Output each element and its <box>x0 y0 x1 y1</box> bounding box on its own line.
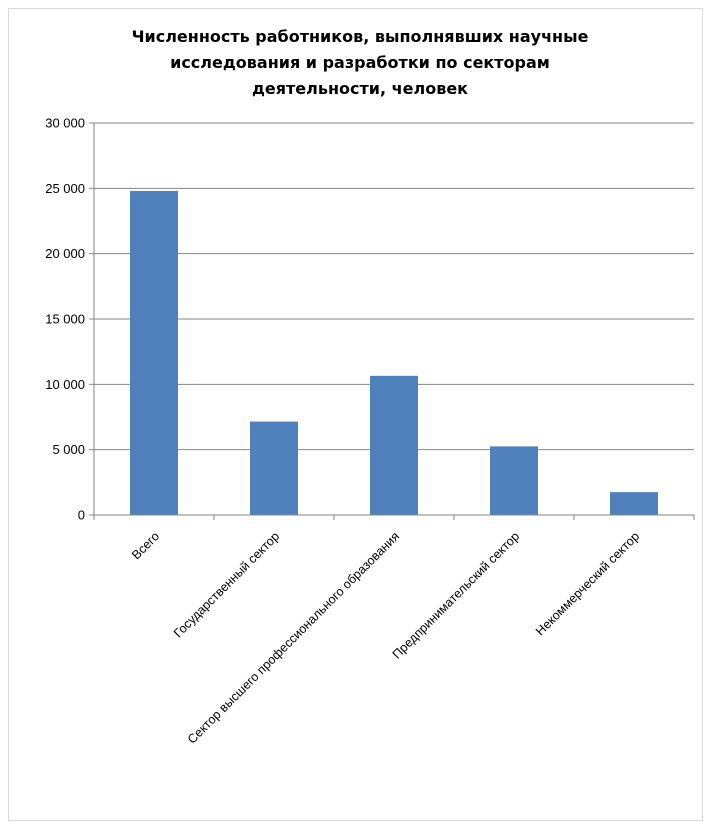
bar <box>130 190 178 516</box>
chart-title-line-1: Численность работников, выполнявших науч… <box>131 27 589 46</box>
chart-frame <box>8 8 703 821</box>
y-tick-label: 10 000 <box>45 377 85 392</box>
bar <box>370 375 418 515</box>
y-tick-label: 0 <box>78 508 85 523</box>
chart-title-line-2: исследования и разработки по секторам <box>170 53 550 72</box>
chart-title-line-3: деятельности, человек <box>251 79 469 98</box>
bar <box>490 446 538 515</box>
y-tick-label: 30 000 <box>45 116 85 131</box>
chart-title: Численность работников, выполнявших науч… <box>60 24 660 102</box>
x-category-label: Всего <box>129 529 162 562</box>
x-category-label: Некоммерческий сектор <box>533 529 642 638</box>
x-category-label: Государственный сектор <box>171 529 282 640</box>
bars <box>130 190 658 516</box>
y-tick-label: 20 000 <box>45 246 85 261</box>
bar <box>250 421 298 515</box>
axes <box>93 123 695 520</box>
bar <box>610 492 658 515</box>
y-axis-tick-labels: 0 5 000 10 000 15 000 20 000 25 000 30 000 <box>45 116 85 523</box>
x-category-label: Сектор высшего профессионального образов… <box>185 529 402 746</box>
y-tick-label: 15 000 <box>45 312 85 327</box>
x-category-label: Предпринимательский сектор <box>390 529 522 661</box>
y-tick-label: 5 000 <box>52 442 85 457</box>
y-tick-label: 25 000 <box>45 181 85 196</box>
